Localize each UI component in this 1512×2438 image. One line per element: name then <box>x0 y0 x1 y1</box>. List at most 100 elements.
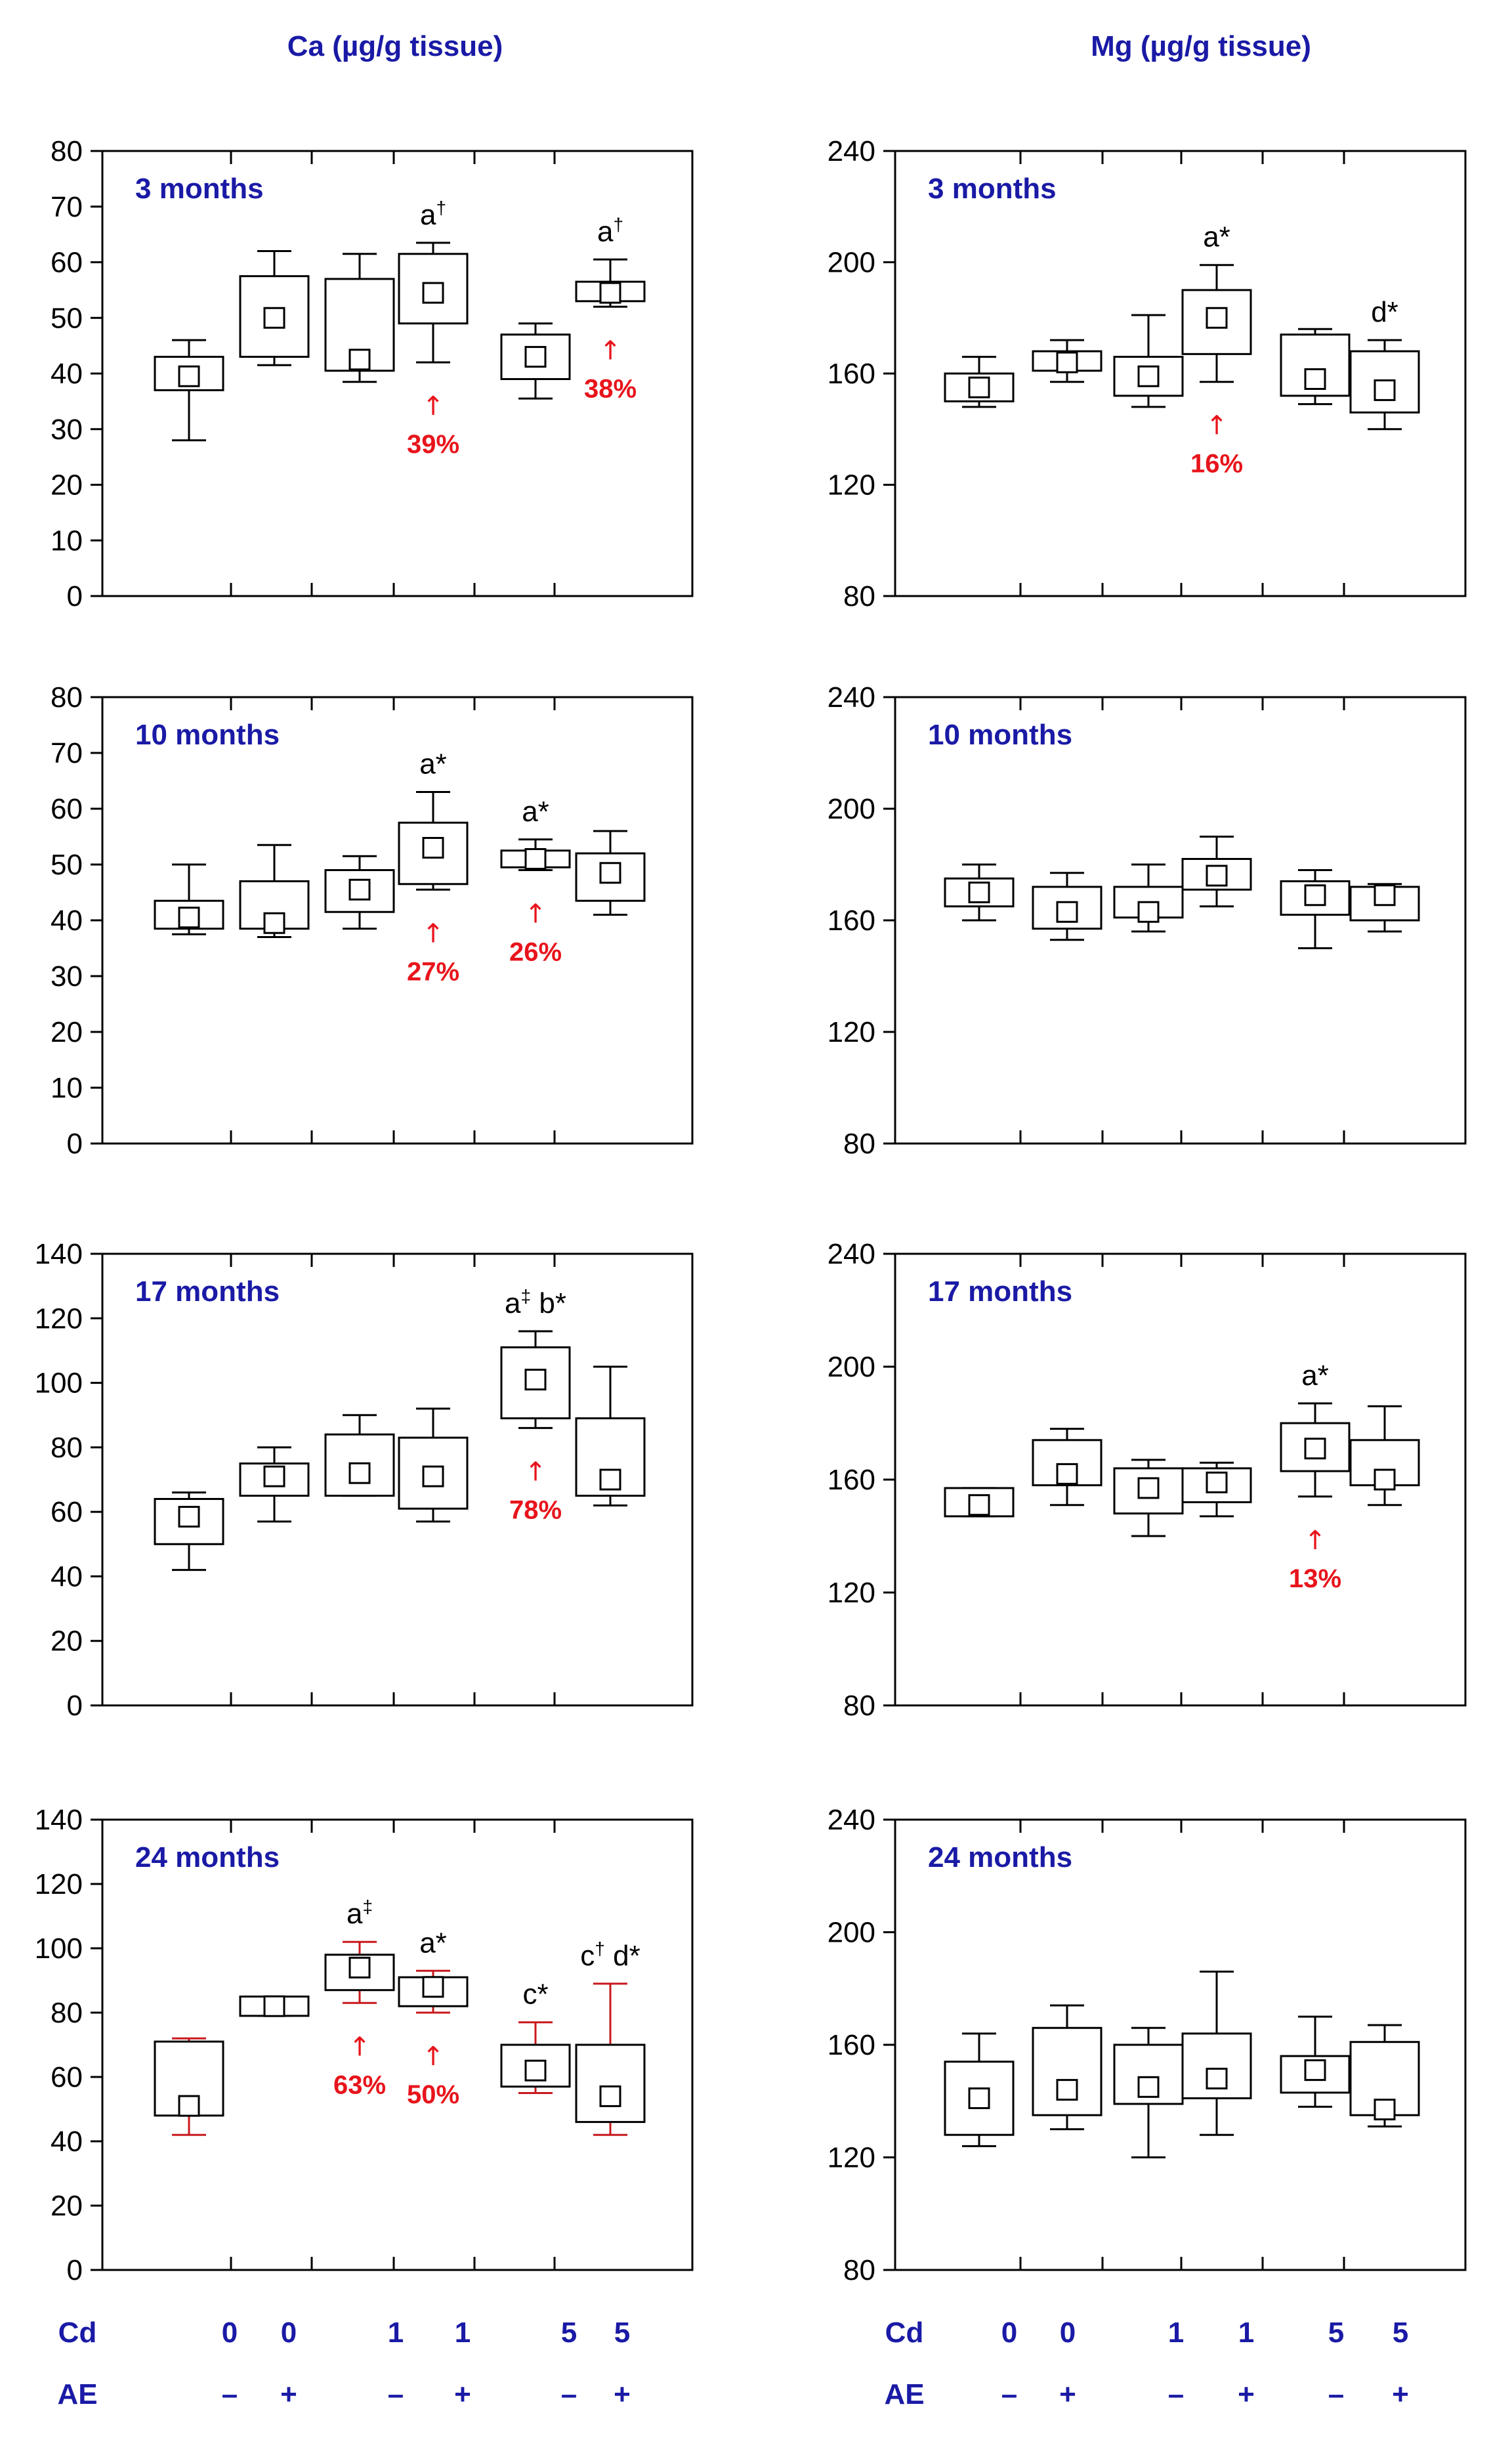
panel-mg-24-months: 80 120 160 200 240 24 months <box>828 1804 1467 2286</box>
significance-label: c† d* <box>580 1938 640 1972</box>
box-5-minus <box>1280 2015 1351 2108</box>
median-marker <box>1056 351 1078 374</box>
box-1-minus <box>1113 1459 1184 1537</box>
box-5-plus: d* <box>1349 296 1420 431</box>
median-marker <box>178 2095 200 2117</box>
y-tick-label: 240 <box>828 1804 875 1836</box>
ae-value: + <box>614 2378 631 2410</box>
box-1-plus: a† ↑ 39% <box>398 198 469 459</box>
median-marker <box>263 1465 285 1487</box>
box-1-minus <box>324 855 395 930</box>
increase-arrow-icon: ↑ <box>422 391 444 421</box>
box-0-plus <box>239 1995 310 2017</box>
box-1-plus <box>1181 1461 1252 1518</box>
box-1-plus <box>1181 1971 1252 2136</box>
y-tick-label: 40 <box>51 358 83 390</box>
plot-frame <box>101 1252 694 1707</box>
cd-value: 0 <box>281 2317 297 2349</box>
percent-increase-label: 78% <box>509 1495 562 1524</box>
box-1-minus <box>1113 863 1184 933</box>
percent-increase-label: 26% <box>509 938 562 967</box>
significance-label: a* <box>522 796 549 828</box>
median-marker <box>1304 368 1326 390</box>
box-5-minus: a‡ b* ↑ 78% <box>500 1286 571 1524</box>
cd-value: 5 <box>561 2317 577 2349</box>
y-tick-label: 200 <box>828 1917 875 1949</box>
box-5-plus <box>575 830 646 916</box>
y-tick-label: 120 <box>828 1016 875 1048</box>
significance-label: c* <box>522 1978 548 2011</box>
median-marker <box>1056 2079 1078 2101</box>
y-tick-label: 30 <box>51 414 83 446</box>
significance-label: a* <box>419 1927 447 1959</box>
cd-value: 0 <box>222 2317 238 2349</box>
ae-row-label-left: AE <box>57 2378 97 2410</box>
increase-arrow-icon: ↑ <box>599 335 621 366</box>
ae-value: + <box>1059 2378 1076 2410</box>
y-tick-label: 200 <box>828 247 875 279</box>
box-5-minus <box>1280 328 1351 406</box>
y-tick-label: 50 <box>51 849 83 881</box>
box-1-plus <box>398 1407 469 1523</box>
cd-value: 5 <box>1393 2317 1408 2349</box>
cd-value: 5 <box>614 2317 630 2349</box>
median-marker <box>422 282 444 304</box>
increase-arrow-icon: ↑ <box>1304 1526 1326 1556</box>
median-marker <box>1374 1468 1396 1491</box>
box-0-plus <box>1032 339 1102 383</box>
panel-ca-17-months: 0 20 40 60 80 100 120 140 17 months a‡ b* ↑ 78% <box>35 1238 694 1722</box>
panel-ca-24-months: 0 20 40 60 80 100 120 140 24 months a‡ ↑ 63% a* ↑ 50% c… <box>35 1804 694 2286</box>
median-marker <box>1056 1463 1078 1485</box>
plot-frame <box>101 1818 694 2271</box>
significance-label: a* <box>1301 1359 1329 1392</box>
ae-value: + <box>1392 2378 1409 2410</box>
median-marker <box>1374 884 1396 907</box>
ae-value: + <box>454 2378 471 2410</box>
significance-label: a† <box>597 214 623 247</box>
significance-label: a* <box>419 748 447 781</box>
panel-label: 10 months <box>928 719 1072 751</box>
box-0-plus <box>1032 2004 1102 2131</box>
y-tick-label: 20 <box>51 1625 83 1657</box>
box-5-minus <box>500 322 571 400</box>
box-0-minus <box>154 1491 224 1572</box>
y-tick-label: 240 <box>828 681 875 714</box>
median-marker <box>422 1465 444 1487</box>
median-marker <box>1374 2099 1396 2121</box>
box-5-plus <box>1349 883 1420 933</box>
increase-arrow-icon: ↑ <box>524 1457 547 1487</box>
y-tick-label: 240 <box>828 135 875 167</box>
panel-ca-3-months: 0 10 20 30 40 50 60 70 80 3 months a† ↑ 39% a† ↑ 38% <box>51 135 694 612</box>
y-tick-label: 0 <box>67 1690 83 1722</box>
y-tick-label: 160 <box>828 1464 875 1496</box>
cd-row-label-right: Cd <box>885 2317 924 2349</box>
percent-increase-label: 27% <box>407 957 459 986</box>
cd-value: 1 <box>388 2317 404 2349</box>
y-tick-label: 40 <box>51 905 83 937</box>
panel-label: 10 months <box>135 719 280 751</box>
increase-arrow-icon: ↑ <box>1206 411 1228 441</box>
box-0-minus <box>944 356 1015 408</box>
median-marker <box>1206 1471 1228 1493</box>
box-0-minus <box>154 863 224 935</box>
y-tick-label: 50 <box>51 302 83 334</box>
y-tick-label: 80 <box>51 1997 83 2029</box>
y-tick-label: 20 <box>51 1016 83 1048</box>
box-5-minus: c* <box>500 1978 571 2094</box>
box-5-plus <box>1349 2024 1420 2128</box>
y-tick-label: 120 <box>35 1302 83 1335</box>
box-1-minus <box>1113 2026 1184 2158</box>
median-marker <box>1137 1477 1160 1499</box>
y-tick-label: 80 <box>51 681 83 714</box>
y-tick-label: 0 <box>67 1128 83 1160</box>
median-marker <box>524 848 547 870</box>
ae-value: – <box>561 2378 577 2410</box>
y-tick-label: 80 <box>843 1128 875 1160</box>
increase-arrow-icon: ↑ <box>348 2032 371 2062</box>
median-marker <box>1056 901 1078 923</box>
significance-label: d* <box>1371 296 1398 328</box>
median-marker <box>348 878 371 901</box>
ae-value: – <box>1001 2378 1017 2410</box>
box-0-minus <box>944 1487 1015 1518</box>
